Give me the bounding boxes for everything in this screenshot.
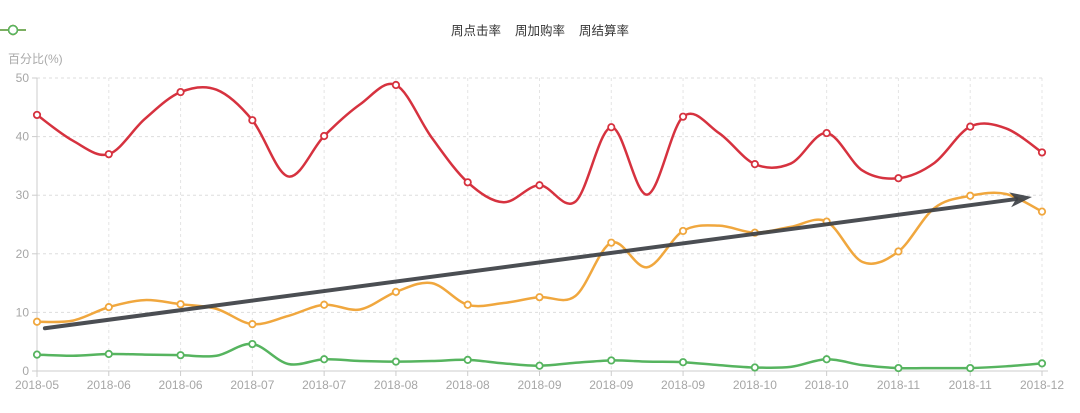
series-marker-3[interactable] (678, 358, 688, 367)
series-marker-1[interactable] (966, 122, 975, 131)
series-marker-2[interactable] (176, 300, 185, 309)
x-tick-label: 2018-06 (87, 378, 131, 392)
series-line-1[interactable] (35, 82, 1044, 205)
series-marker-1[interactable] (463, 178, 472, 187)
x-tick-label: 2018-10 (733, 378, 777, 392)
series-marker-1[interactable] (104, 150, 113, 159)
legend: 周点击率 周加购率 周结算率 (0, 24, 1080, 38)
x-tick-label: 2018-07 (230, 378, 274, 392)
x-tick-label: 2018-12 (1020, 378, 1064, 392)
series-marker-3[interactable] (750, 363, 759, 372)
series-marker-3[interactable] (32, 350, 42, 359)
series-marker-1[interactable] (391, 80, 401, 90)
series-marker-2[interactable] (391, 287, 401, 296)
x-tick-label: 2018-05 (15, 378, 59, 392)
series-marker-3[interactable] (535, 361, 544, 370)
series-marker-1[interactable] (678, 112, 688, 121)
series-marker-1[interactable] (535, 181, 544, 190)
series-marker-3[interactable] (463, 355, 472, 364)
legend-label: 周结算率 (579, 24, 630, 38)
series-marker-2[interactable] (248, 320, 257, 329)
legend-label: 周点击率 (450, 24, 501, 38)
series-marker-3[interactable] (1037, 359, 1047, 368)
series-marker-3[interactable] (320, 355, 329, 364)
x-tick-label: 2018-06 (159, 378, 203, 392)
series-marker-1[interactable] (176, 87, 185, 97)
series-marker-3[interactable] (822, 355, 831, 364)
series-marker-3[interactable] (248, 339, 257, 349)
legend-item-1[interactable]: 周点击率 (0, 24, 501, 38)
series-marker-3[interactable] (176, 351, 185, 360)
trend-arrowhead-icon (1009, 192, 1032, 208)
x-tick-label: 2018-07 (302, 378, 346, 392)
y-tick-label: 0 (22, 364, 29, 378)
y-tick-label: 50 (16, 71, 30, 85)
legend-item-3[interactable]: 周结算率 (0, 24, 630, 38)
series-marker-1[interactable] (248, 116, 257, 125)
trend-arrow-shaft (42, 197, 1019, 331)
series-marker-2[interactable] (894, 247, 903, 256)
y-tick-label: 30 (16, 188, 30, 202)
series-marker-2[interactable] (678, 226, 688, 236)
series-marker-3[interactable] (104, 349, 113, 359)
y-tick-label: 20 (16, 247, 30, 261)
x-tick-label: 2018-09 (517, 378, 561, 392)
series-marker-2[interactable] (32, 317, 42, 326)
series-marker-2[interactable] (535, 293, 544, 302)
x-tick-label: 2018-11 (949, 378, 992, 392)
legend-line-circle-icon (0, 24, 26, 36)
series-marker-2[interactable] (463, 300, 472, 309)
x-tick-label: 2018-09 (661, 378, 705, 392)
series-marker-3[interactable] (391, 357, 401, 366)
x-tick-label: 2018-09 (589, 378, 633, 392)
series-marker-1[interactable] (320, 131, 329, 141)
series-marker-1[interactable] (32, 110, 42, 120)
series-marker-3[interactable] (894, 363, 903, 373)
series-marker-1[interactable] (607, 123, 616, 132)
y-tick-label: 40 (16, 130, 30, 144)
series-marker-1[interactable] (750, 160, 759, 169)
x-tick-label: 2018-08 (446, 378, 490, 392)
series-marker-2[interactable] (607, 238, 616, 247)
y-axis-title: 百分比(%) (8, 52, 63, 66)
series-marker-3[interactable] (607, 356, 616, 365)
series-marker-2[interactable] (1037, 207, 1047, 216)
series-marker-1[interactable] (822, 128, 831, 138)
series-marker-1[interactable] (1037, 148, 1047, 157)
series-marker-2[interactable] (966, 191, 975, 200)
series-marker-2[interactable] (104, 303, 113, 312)
legend-label: 周加购率 (514, 24, 565, 38)
y-tick-label: 10 (16, 305, 30, 319)
legend-item-2[interactable]: 周加购率 (0, 24, 565, 38)
series-marker-2[interactable] (320, 300, 329, 309)
series-marker-1[interactable] (894, 174, 903, 183)
x-tick-label: 2018-08 (374, 378, 418, 392)
series-marker-3[interactable] (966, 363, 975, 373)
x-tick-label: 2018-10 (805, 378, 849, 392)
x-tick-label: 2018-11 (877, 378, 920, 392)
